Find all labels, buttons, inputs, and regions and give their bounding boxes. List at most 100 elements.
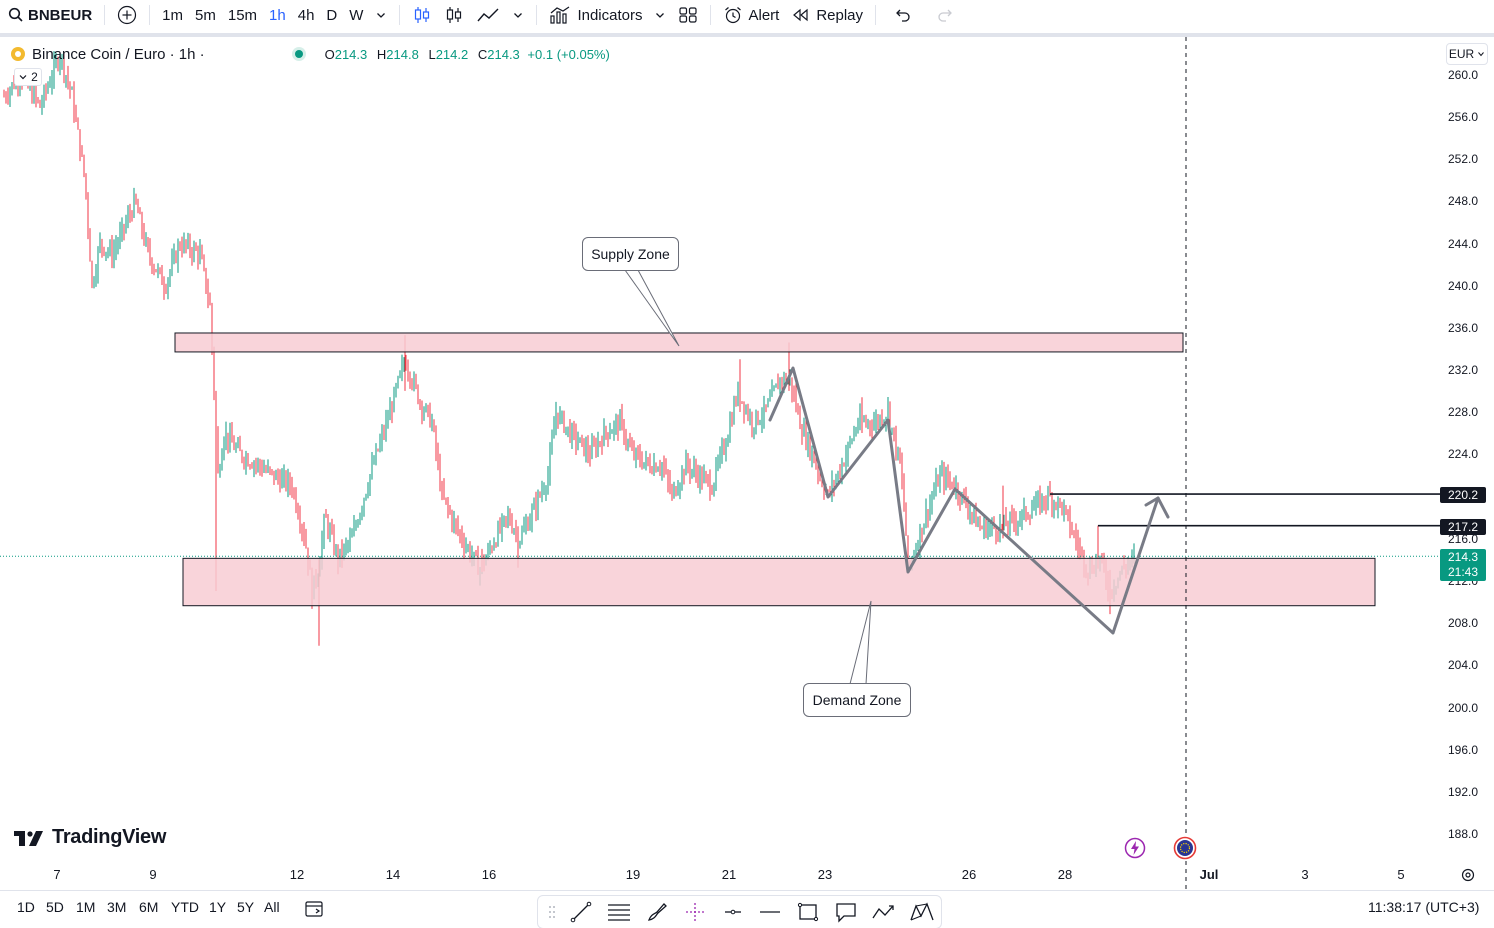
undo-button[interactable]: [882, 0, 924, 30]
crosshair-tool[interactable]: [676, 896, 714, 928]
horizontal-line-tool[interactable]: [751, 896, 789, 928]
symbol-title[interactable]: Binance Coin / Euro · 1h ·: [32, 45, 205, 63]
date-tick: 26: [961, 867, 977, 882]
horizontal-ray-tool[interactable]: [714, 896, 752, 928]
interval-1m[interactable]: 1m: [162, 6, 184, 24]
interval-w[interactable]: W: [349, 6, 364, 24]
indicators-button[interactable]: Indicators: [543, 0, 648, 30]
redo-icon: [936, 7, 954, 23]
range-5d[interactable]: 5D: [46, 899, 64, 915]
toolbar-divider: [0, 33, 1494, 37]
price-tick: 228.0: [1448, 405, 1479, 419]
path-tool[interactable]: [865, 896, 903, 928]
range-3m[interactable]: 3M: [107, 899, 127, 915]
compare-symbol-button[interactable]: [111, 0, 143, 30]
open-key: O: [324, 46, 335, 62]
layout-button[interactable]: [672, 0, 704, 30]
brush-tool[interactable]: [638, 896, 676, 928]
open-value: 214.3: [334, 46, 368, 62]
currency-selector[interactable]: EUR: [1446, 43, 1488, 65]
xabcd-pattern-icon: [909, 900, 935, 924]
price-chart[interactable]: [0, 37, 1494, 890]
tradingview-logo-icon: [14, 828, 46, 848]
chevron-down-icon: [375, 9, 387, 21]
date-tick: 14: [385, 867, 401, 882]
undo-icon: [894, 7, 912, 23]
redo-button[interactable]: [924, 0, 966, 30]
chart-style-dropdown[interactable]: [506, 0, 530, 30]
range-1d[interactable]: 1D: [17, 899, 35, 915]
trend-line-tool[interactable]: [562, 896, 600, 928]
date-tick: 19: [625, 867, 641, 882]
divider: [710, 5, 712, 25]
range-ytd[interactable]: YTD: [171, 899, 199, 915]
grid-icon: [678, 5, 698, 25]
drag-handle-icon[interactable]: [542, 904, 562, 920]
tradingview-logo[interactable]: TradingView: [14, 826, 166, 849]
divider: [399, 5, 401, 25]
goto-date-icon[interactable]: [304, 899, 326, 919]
bar-style-button[interactable]: [406, 0, 438, 30]
settings-gear-icon[interactable]: [1460, 867, 1476, 883]
chart-pane[interactable]: [0, 37, 1494, 890]
range-1m[interactable]: 1M: [76, 899, 96, 915]
zone-layer: [174, 332, 1376, 607]
price-tick: 240.0: [1448, 279, 1479, 293]
replay-button[interactable]: Replay: [785, 0, 869, 30]
price-tick: 196.0: [1448, 743, 1479, 757]
interval-1h[interactable]: 1h: [269, 6, 286, 24]
alert-label: Alert: [748, 6, 780, 24]
callout-tool[interactable]: [827, 896, 865, 928]
indicators-label: Indicators: [577, 6, 643, 24]
close-value: 214.3: [487, 46, 520, 62]
price-tick: 188.0: [1448, 827, 1479, 841]
price-tick: 260.0: [1448, 68, 1479, 82]
crosshair-icon: [683, 900, 707, 924]
line-style-button[interactable]: [470, 0, 506, 30]
interval-5m[interactable]: 5m: [195, 6, 216, 24]
supply-zone-callout[interactable]: Supply Zone: [582, 237, 679, 271]
chevron-down-icon: [18, 72, 28, 82]
price-tick: 252.0: [1448, 152, 1479, 166]
range-5y[interactable]: 5Y: [237, 899, 255, 915]
horizontal-ray-icon: [721, 900, 745, 924]
price-tick: 200.0: [1448, 701, 1479, 715]
eu-flag-event-icon[interactable]: [1173, 836, 1197, 860]
date-tick: 21: [721, 867, 737, 882]
fib-tool[interactable]: [600, 896, 638, 928]
interval-4h[interactable]: 4h: [297, 6, 315, 24]
top-toolbar: BNBEUR 1m 5m 15m 1h 4h D W Indica: [0, 0, 1494, 30]
fib-retracement-icon: [606, 900, 632, 924]
date-tick: 16: [481, 867, 497, 882]
hollow-candles-button[interactable]: [438, 0, 470, 30]
live-price: 214.3: [1447, 550, 1479, 564]
low-key: L: [428, 46, 436, 62]
alert-button[interactable]: Alert: [717, 0, 785, 30]
date-tick: 7: [53, 867, 61, 882]
low-value: 214.2: [435, 46, 469, 62]
range-6m[interactable]: 6M: [139, 899, 159, 915]
session-clock[interactable]: 11:38:17 (UTC+3): [1368, 899, 1480, 915]
indicators-dropdown[interactable]: [648, 0, 672, 30]
demand-zone-callout[interactable]: Demand Zone: [803, 683, 911, 717]
range-1y[interactable]: 1Y: [209, 899, 227, 915]
price-tick: 204.0: [1448, 658, 1479, 672]
range-all[interactable]: All: [264, 899, 280, 915]
rectangle-tool[interactable]: [789, 896, 827, 928]
lightning-event-icon[interactable]: [1124, 837, 1146, 859]
symbol-search[interactable]: BNBEUR: [0, 0, 98, 30]
indicators-collapse-toggle[interactable]: 2: [14, 68, 42, 86]
divider: [875, 5, 877, 25]
bar-countdown: 21:43: [1447, 565, 1479, 579]
price-tick: 192.0: [1448, 785, 1479, 799]
symbol-name: BNBEUR: [28, 6, 93, 24]
divider: [536, 5, 538, 25]
trend-line-icon: [569, 900, 593, 924]
interval-dropdown[interactable]: [369, 0, 393, 30]
pattern-tool[interactable]: [903, 896, 941, 928]
interval-15m[interactable]: 15m: [227, 6, 258, 24]
date-tick: 23: [817, 867, 833, 882]
price-tick: 244.0: [1448, 237, 1479, 251]
chevron-down-icon: [512, 9, 524, 21]
interval-d[interactable]: D: [326, 6, 338, 24]
